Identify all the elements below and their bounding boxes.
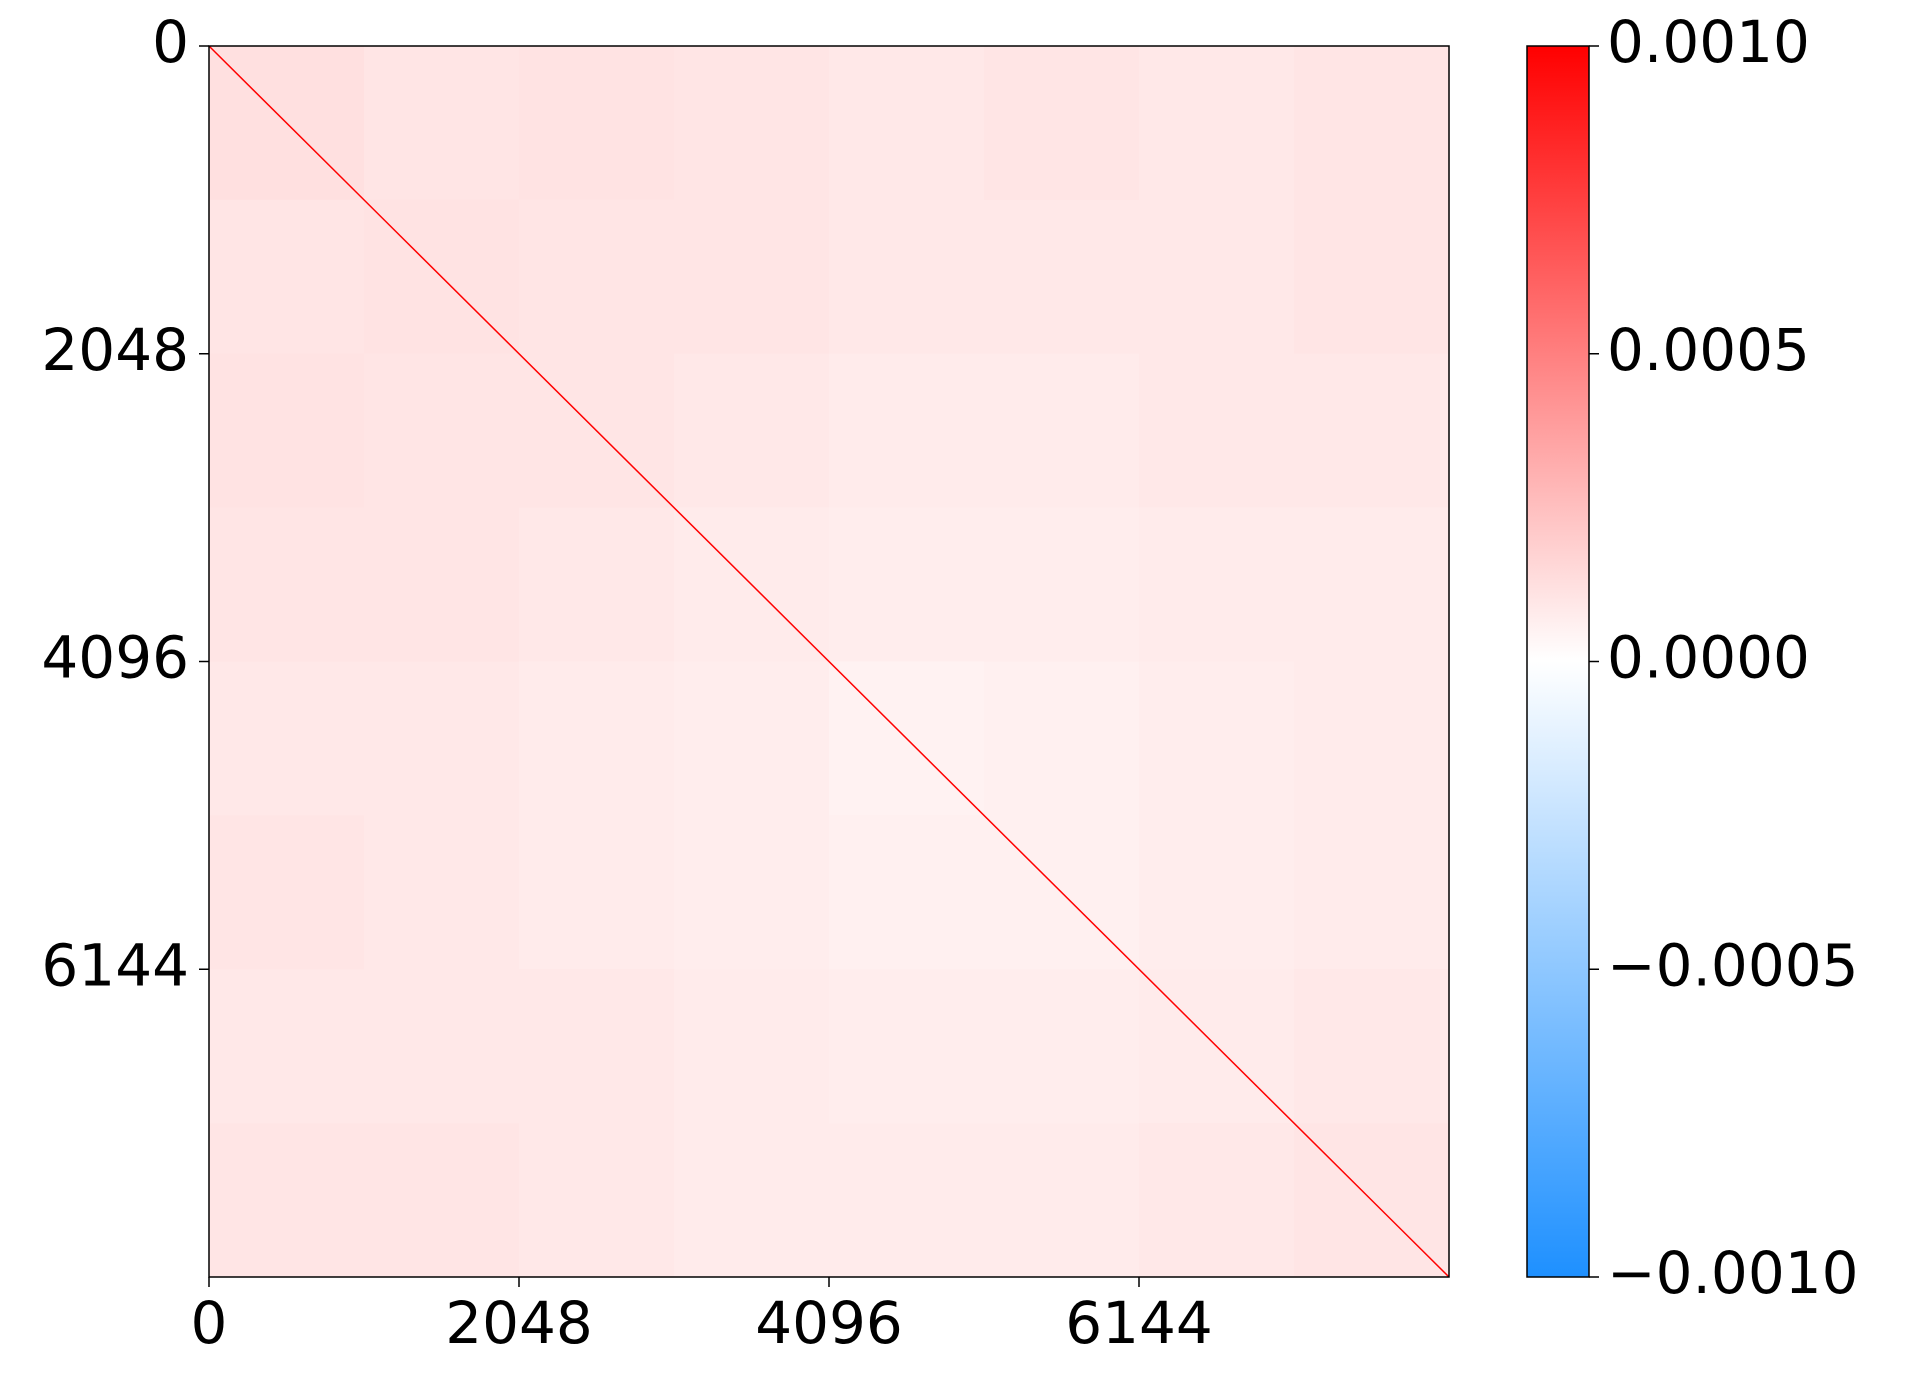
heatmap-cell [829,46,985,201]
heatmap-cell [1294,969,1450,1124]
heatmap-cell [209,1123,365,1278]
heatmap-cell [674,353,830,509]
heatmap-cell [364,969,520,1124]
colorbar [1526,45,1590,1278]
heatmap-cell [984,507,1140,662]
colorbar-tick-label: 0.0000 [1607,624,1810,692]
heatmap-cell [209,969,365,1124]
heatmap-cell [364,815,520,970]
y-tick-label: 2048 [41,316,189,384]
heatmap-cell [829,199,985,355]
heatmap-cell [674,815,830,970]
heatmap-cell [364,1123,520,1278]
heatmap-cell [674,1123,830,1278]
heatmap-cell [829,353,985,509]
heatmap-cell [674,969,830,1124]
heatmap-cell [1294,507,1450,662]
heatmap-cell [984,969,1140,1124]
colorbar-tick-label: −0.0005 [1607,931,1859,999]
colorbar-tick-label: 0.0010 [1607,8,1810,76]
heatmap-cell [1139,507,1295,662]
heatmap-cell [1294,661,1450,816]
heatmap-cell [209,661,365,816]
heatmap-cell [364,661,520,816]
heatmap-cell [829,969,985,1124]
heatmap-cell [674,661,830,816]
heatmap-cell [1139,815,1295,970]
heatmap-cell [519,969,675,1124]
colorbar-tick-label: −0.0010 [1607,1239,1859,1307]
x-tick-label: 2048 [445,1289,593,1357]
heatmap-cell [984,353,1140,509]
heatmap-cell [209,353,365,509]
heatmap-cell [364,353,520,509]
x-tick-label: 4096 [755,1289,903,1357]
heatmap-cell [1139,46,1295,201]
heatmap-cell [1294,353,1450,509]
heatmap-cell [209,815,365,970]
colorbar-tick-label: 0.0005 [1607,316,1810,384]
heatmap-cell [519,661,675,816]
heatmap-cell [1139,1123,1295,1278]
y-tick-label: 6144 [41,931,189,999]
heatmap-cell [209,199,365,355]
heatmap-cell [519,507,675,662]
x-tick-label: 6144 [1065,1289,1213,1357]
heatmap-cell [209,507,365,662]
diagonal [208,45,1450,1278]
heatmap-cell [984,1123,1140,1278]
heatmap-cell [674,46,830,201]
heatmap-cell [364,46,520,201]
heatmap-cell [519,1123,675,1278]
heatmap-cell [674,199,830,355]
heatmap-cell [829,1123,985,1278]
heatmap-cell [829,507,985,662]
heatmap-cell [1294,199,1450,355]
heatmap-cell [1139,199,1295,355]
heatmap-cell [364,507,520,662]
heatmap-cell [1139,353,1295,509]
heatmap-cell [1139,661,1295,816]
heatmap-cell [984,199,1140,355]
heatmap-cell [1294,46,1450,201]
y-tick-label: 4096 [41,624,189,692]
heatmap-cell [519,815,675,970]
heatmap-cell [1294,815,1450,970]
heatmap-cell [984,46,1140,201]
y-tick-label: 0 [152,8,189,76]
x-tick-label: 0 [191,1289,228,1357]
heatmap-cell [519,46,675,201]
heatmap-cell [519,199,675,355]
heatmap-cell [829,815,985,970]
heatmap-cell [984,661,1140,816]
